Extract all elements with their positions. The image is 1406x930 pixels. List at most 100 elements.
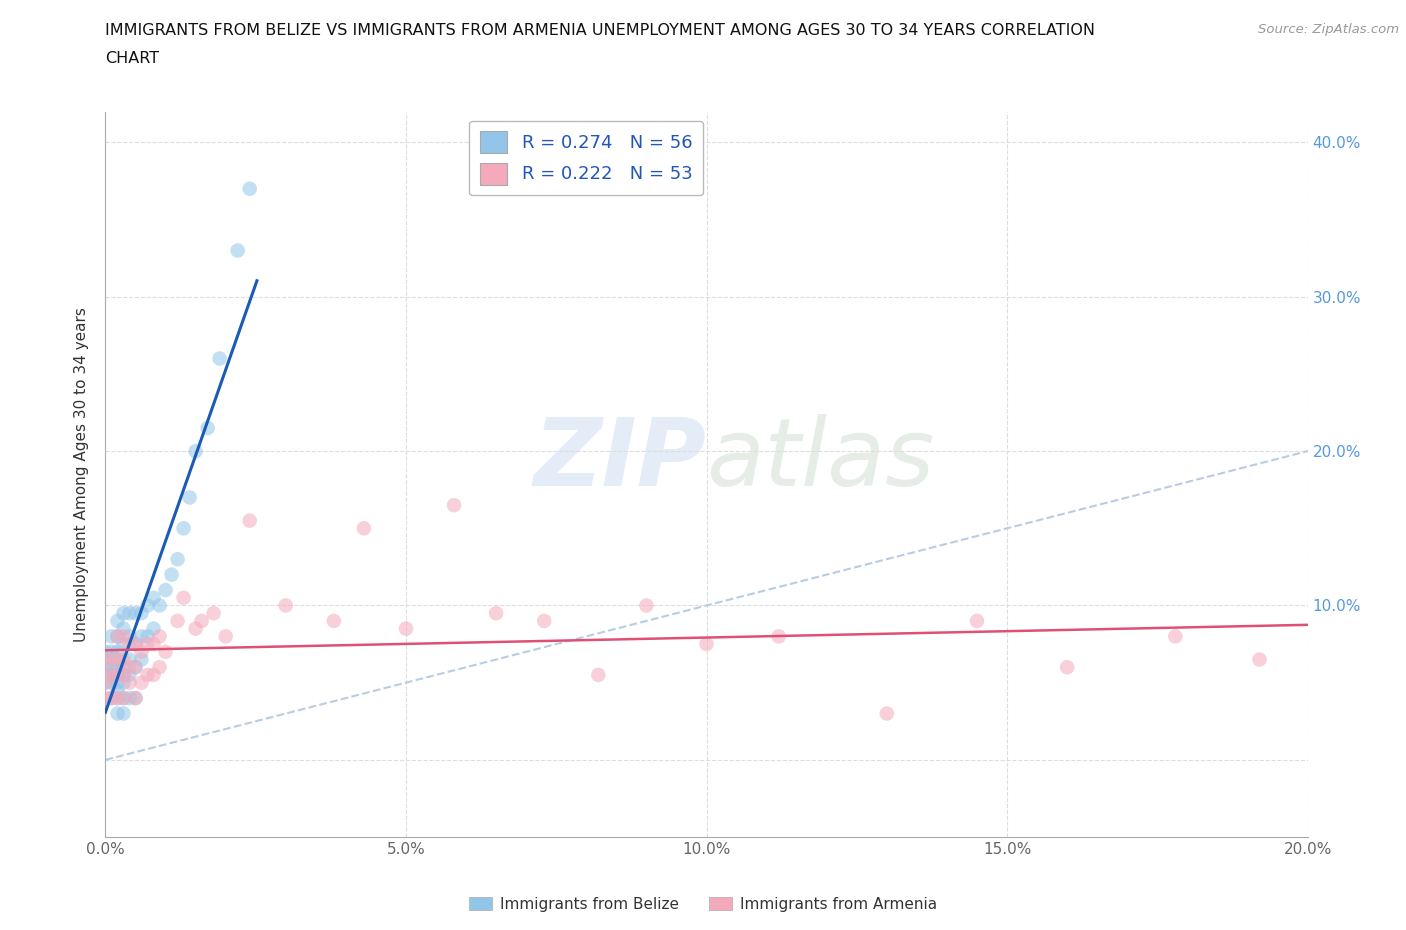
Point [100,675,122,690]
Point [131,605,153,620]
Point [239,513,262,528]
Point [107,659,129,674]
Point [94,675,117,690]
Point [112,621,135,636]
Point [142,637,165,652]
Point [443,498,465,512]
Point [142,621,165,636]
Point [94,675,117,690]
Point [148,598,170,613]
Point [100,652,122,667]
Point [112,691,135,706]
Point [131,652,153,667]
Point [136,637,159,652]
Point [94,652,117,667]
Point [100,644,122,659]
Point [533,614,555,629]
Point [226,243,249,258]
Point [124,691,146,706]
Point [124,637,146,652]
Point [184,621,207,636]
Point [118,629,141,644]
Point [202,605,225,620]
Point [485,605,508,620]
Point [100,668,122,683]
Point [136,629,159,644]
Point [118,605,141,620]
Point [142,668,165,683]
Point [1056,659,1078,674]
Point [118,652,141,667]
Legend: Immigrants from Belize, Immigrants from Armenia: Immigrants from Belize, Immigrants from … [463,890,943,918]
Point [112,637,135,652]
Point [107,614,129,629]
Point [107,629,129,644]
Point [112,629,135,644]
Point [107,706,129,721]
Point [124,637,146,652]
Point [100,691,122,706]
Point [124,605,146,620]
Point [588,668,610,683]
Point [179,490,201,505]
Point [112,652,135,667]
Point [112,668,135,683]
Point [173,521,195,536]
Point [107,652,129,667]
Point [112,668,135,683]
Point [155,644,177,659]
Point [112,706,135,721]
Point [100,691,122,706]
Text: atlas: atlas [707,414,935,505]
Point [100,629,122,644]
Point [142,591,165,605]
Point [107,644,129,659]
Point [107,668,129,683]
Point [966,614,988,629]
Point [112,605,135,620]
Point [274,598,297,613]
Text: IMMIGRANTS FROM BELIZE VS IMMIGRANTS FROM ARMENIA UNEMPLOYMENT AMONG AGES 30 TO : IMMIGRANTS FROM BELIZE VS IMMIGRANTS FRO… [105,23,1095,38]
Point [131,675,153,690]
Point [696,637,718,652]
Point [768,629,790,644]
Point [166,614,188,629]
Point [118,659,141,674]
Point [94,668,117,683]
Point [107,675,129,690]
Point [124,659,146,674]
Point [100,668,122,683]
Point [197,420,219,435]
Point [94,668,117,683]
Text: ZIP: ZIP [534,414,707,506]
Point [636,598,658,613]
Point [353,521,375,536]
Point [1164,629,1187,644]
Point [208,352,231,366]
Point [131,644,153,659]
Point [239,181,262,196]
Point [155,582,177,597]
Point [107,629,129,644]
Point [107,683,129,698]
Legend: R = 0.274   N = 56, R = 0.222   N = 53: R = 0.274 N = 56, R = 0.222 N = 53 [470,121,703,195]
Point [136,598,159,613]
Point [124,659,146,674]
Point [107,652,129,667]
Point [136,668,159,683]
Point [184,444,207,458]
Point [131,629,153,644]
Point [112,675,135,690]
Point [148,659,170,674]
Point [876,706,898,721]
Point [124,691,146,706]
Point [94,644,117,659]
Point [94,659,117,674]
Point [173,591,195,605]
Point [395,621,418,636]
Point [190,614,212,629]
Point [148,629,170,644]
Point [94,691,117,706]
Text: Source: ZipAtlas.com: Source: ZipAtlas.com [1258,23,1399,36]
Point [214,629,236,644]
